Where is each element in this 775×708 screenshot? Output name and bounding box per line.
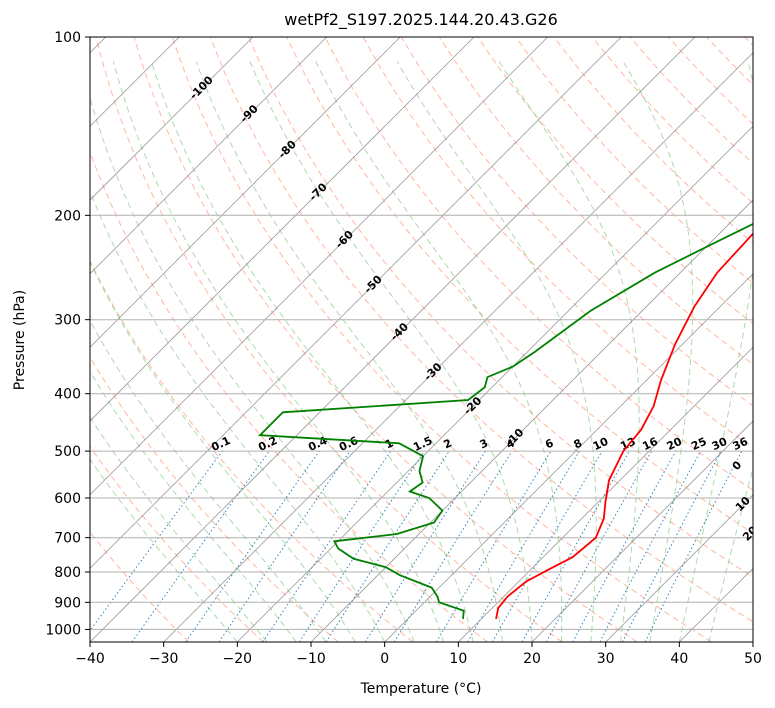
plot-frame [89, 36, 754, 643]
x-tick-label: 30 [597, 651, 615, 667]
pressure-gridlines [90, 37, 753, 630]
dry-adiabat-line [629, 37, 753, 165]
x-tick-label: 50 [744, 651, 762, 667]
x-tick-label: −20 [223, 651, 253, 667]
isotherm-line [605, 494, 753, 642]
moist-adiabats [90, 61, 753, 642]
moist-adiabat-line [90, 96, 415, 642]
x-axis-ticks: −40 −30 −20 −10 0 10 20 30 40 50 [75, 642, 762, 667]
y-tick-label: 300 [54, 313, 81, 329]
plot-area: -100-90-80-70-60-50-40-30-20-10 0.1 0.2 0.… [90, 37, 753, 642]
y-axis-label: Pressure (hPa) [12, 290, 28, 390]
moist-adiabat-line [90, 189, 386, 642]
mixing-ratio-line [90, 450, 223, 632]
mixing-ratio-label: 30 [710, 435, 730, 453]
moist-adiabat-line [708, 466, 753, 642]
moist-adiabat-line [195, 61, 503, 642]
mixing-ratio-line [325, 450, 450, 642]
y-tick-label: 400 [54, 387, 81, 403]
y-tick-label: 600 [54, 491, 81, 507]
dry-adiabats [90, 37, 753, 642]
moist-adiabat-line [112, 61, 445, 642]
dry-adiabat-line [477, 37, 753, 325]
mixing-ratio-label: 36 [731, 435, 751, 453]
mixing-ratio-line [435, 450, 552, 642]
x-tick-label: −40 [75, 651, 105, 667]
y-tick-label: 200 [54, 208, 81, 224]
dry-adiabat-line [210, 37, 753, 623]
dry-adiabat-line [171, 37, 712, 642]
isotherm-line [458, 346, 753, 642]
moist-adiabat-line [90, 260, 356, 642]
dry-adiabat-line [90, 259, 414, 642]
dry-adiabat-line [324, 37, 753, 491]
x-tick-label: 10 [449, 651, 467, 667]
moist-adiabat-line [498, 61, 640, 642]
mixing-ratio-label: 10 [591, 435, 611, 453]
dry-adiabat-line [133, 37, 638, 642]
dry-adiabat-line [95, 37, 563, 642]
mixing-ratio-line [131, 450, 270, 642]
dry-adiabat-line [515, 37, 753, 284]
isotherm-line [531, 420, 753, 642]
chart-title: wetPf2_S197.2025.144.20.43.G26 [284, 10, 558, 30]
y-tick-label: 100 [54, 30, 81, 46]
isotherm-line [90, 37, 548, 496]
dry-adiabat-line [400, 37, 753, 407]
y-tick-label: 900 [54, 595, 81, 611]
y-tick-label: 1000 [45, 622, 81, 638]
moist-adiabat-line [90, 370, 297, 642]
isotherm-line [310, 199, 753, 642]
mixing-ratio-line [218, 450, 351, 642]
moist-adiabat-line [249, 61, 533, 642]
mixing-ratio-label: 16 [640, 435, 660, 453]
mixing-ratio-line [185, 450, 320, 642]
moist-adiabat-line [396, 61, 597, 642]
mixing-ratio-line [491, 450, 603, 642]
isotherm-line [90, 37, 475, 422]
moist-adiabat-line [315, 61, 563, 642]
isotherm-line [90, 37, 254, 201]
isotherm-line [90, 37, 327, 275]
mixing-ratio-lines [90, 450, 743, 642]
moist-adiabat-line [90, 319, 327, 642]
x-axis-label: Temperature (°C) [360, 681, 482, 697]
moist-adiabat-line [622, 61, 694, 642]
isotherm-line [90, 37, 622, 569]
x-tick-label: 0 [380, 651, 389, 667]
x-tick-label: 20 [523, 651, 541, 667]
x-tick-label: −10 [296, 651, 326, 667]
moist-adiabat-line [90, 416, 268, 642]
isotherms [90, 37, 753, 642]
moist-adiabat-line [678, 61, 753, 642]
y-tick-label: 500 [54, 444, 81, 460]
x-tick-label: 40 [670, 651, 688, 667]
temperature-series-line [495, 232, 753, 620]
isotherm-line [384, 273, 753, 642]
y-tick-label: 800 [54, 565, 81, 581]
dry-adiabat-line [248, 37, 753, 578]
moist-adiabat-line [90, 458, 238, 642]
mixing-ratio-line [521, 450, 630, 642]
isotherm-line [90, 37, 401, 348]
mixing-ratio-label: 20 [665, 435, 685, 453]
isotherm-line [163, 52, 753, 642]
mixing-ratio-line [393, 450, 513, 642]
dewpoint-series-line [257, 223, 753, 619]
y-axis-ticks: 100 200 300 400 500 600 700 800 900 1000 [45, 30, 90, 638]
isotherm-line [90, 37, 696, 642]
mixing-ratio-line [572, 450, 677, 642]
dry-adiabat-line [591, 37, 753, 204]
dry-adiabat-line [90, 445, 264, 642]
moist-adiabat-line [150, 61, 474, 642]
x-tick-label: −30 [149, 651, 179, 667]
mixing-ratio-line [364, 450, 486, 642]
y-tick-label: 700 [54, 531, 81, 547]
mixing-ratio-line [467, 450, 580, 642]
mixing-ratio-label: 25 [689, 435, 708, 453]
